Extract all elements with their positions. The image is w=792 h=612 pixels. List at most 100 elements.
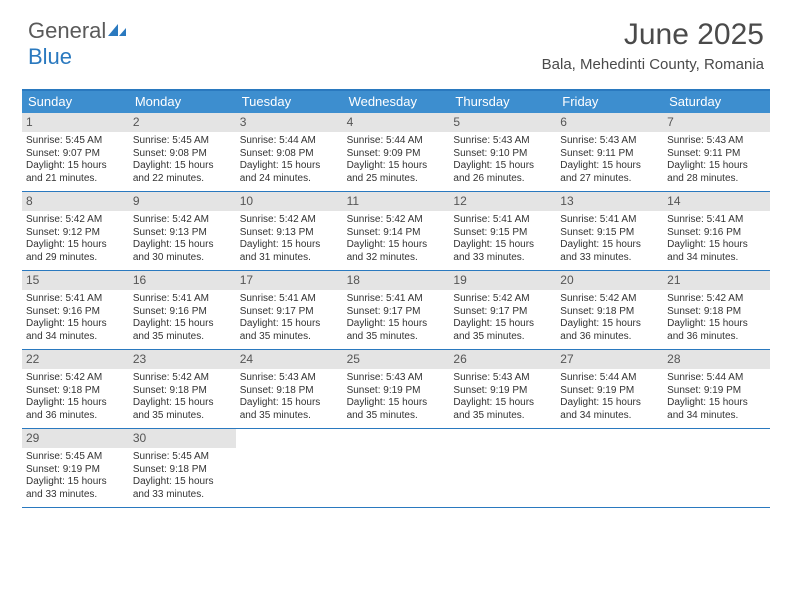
sunset-line: Sunset: 9:16 PM bbox=[133, 306, 232, 319]
sunset-line: Sunset: 9:19 PM bbox=[560, 385, 659, 398]
sunset-line: Sunset: 9:13 PM bbox=[133, 227, 232, 240]
daylight-line: Daylight: 15 hours and 35 minutes. bbox=[133, 397, 232, 422]
day-number: 28 bbox=[663, 350, 770, 369]
sunrise-line: Sunrise: 5:45 AM bbox=[26, 451, 125, 464]
day-number: 24 bbox=[236, 350, 343, 369]
day-cell: 10Sunrise: 5:42 AMSunset: 9:13 PMDayligh… bbox=[236, 192, 343, 270]
day-cell: 7Sunrise: 5:43 AMSunset: 9:11 PMDaylight… bbox=[663, 113, 770, 191]
sunset-line: Sunset: 9:08 PM bbox=[240, 148, 339, 161]
day-cell: 25Sunrise: 5:43 AMSunset: 9:19 PMDayligh… bbox=[343, 350, 450, 428]
weekday-header: Tuesday bbox=[236, 91, 343, 113]
sunset-line: Sunset: 9:10 PM bbox=[453, 148, 552, 161]
day-number: 26 bbox=[449, 350, 556, 369]
daylight-line: Daylight: 15 hours and 24 minutes. bbox=[240, 160, 339, 185]
sunset-line: Sunset: 9:19 PM bbox=[453, 385, 552, 398]
daylight-line: Daylight: 15 hours and 36 minutes. bbox=[667, 318, 766, 343]
daylight-line: Daylight: 15 hours and 27 minutes. bbox=[560, 160, 659, 185]
day-cell: 21Sunrise: 5:42 AMSunset: 9:18 PMDayligh… bbox=[663, 271, 770, 349]
day-number: 21 bbox=[663, 271, 770, 290]
sunrise-line: Sunrise: 5:42 AM bbox=[26, 214, 125, 227]
daylight-line: Daylight: 15 hours and 34 minutes. bbox=[560, 397, 659, 422]
daylight-line: Daylight: 15 hours and 22 minutes. bbox=[133, 160, 232, 185]
day-number: 10 bbox=[236, 192, 343, 211]
weekday-header: Saturday bbox=[663, 91, 770, 113]
day-number: 30 bbox=[129, 429, 236, 448]
day-cell bbox=[343, 429, 450, 507]
day-number: 1 bbox=[22, 113, 129, 132]
logo-word-a: General bbox=[28, 18, 106, 43]
sunrise-line: Sunrise: 5:41 AM bbox=[133, 293, 232, 306]
sunrise-line: Sunrise: 5:42 AM bbox=[347, 214, 446, 227]
day-cell: 23Sunrise: 5:42 AMSunset: 9:18 PMDayligh… bbox=[129, 350, 236, 428]
sunset-line: Sunset: 9:11 PM bbox=[560, 148, 659, 161]
day-number: 3 bbox=[236, 113, 343, 132]
day-cell: 13Sunrise: 5:41 AMSunset: 9:15 PMDayligh… bbox=[556, 192, 663, 270]
sunset-line: Sunset: 9:14 PM bbox=[347, 227, 446, 240]
daylight-line: Daylight: 15 hours and 34 minutes. bbox=[667, 397, 766, 422]
sunrise-line: Sunrise: 5:41 AM bbox=[240, 293, 339, 306]
sunrise-line: Sunrise: 5:43 AM bbox=[453, 135, 552, 148]
sunrise-line: Sunrise: 5:43 AM bbox=[667, 135, 766, 148]
daylight-line: Daylight: 15 hours and 28 minutes. bbox=[667, 160, 766, 185]
sunrise-line: Sunrise: 5:42 AM bbox=[133, 214, 232, 227]
day-cell: 17Sunrise: 5:41 AMSunset: 9:17 PMDayligh… bbox=[236, 271, 343, 349]
header: General Blue June 2025 Bala, Mehedinti C… bbox=[0, 0, 792, 79]
sunset-line: Sunset: 9:13 PM bbox=[240, 227, 339, 240]
day-cell: 24Sunrise: 5:43 AMSunset: 9:18 PMDayligh… bbox=[236, 350, 343, 428]
sunset-line: Sunset: 9:09 PM bbox=[347, 148, 446, 161]
daylight-line: Daylight: 15 hours and 35 minutes. bbox=[347, 397, 446, 422]
day-cell: 18Sunrise: 5:41 AMSunset: 9:17 PMDayligh… bbox=[343, 271, 450, 349]
sunset-line: Sunset: 9:19 PM bbox=[26, 464, 125, 477]
day-number: 2 bbox=[129, 113, 236, 132]
sunset-line: Sunset: 9:08 PM bbox=[133, 148, 232, 161]
logo-word-b: Blue bbox=[28, 44, 72, 69]
daylight-line: Daylight: 15 hours and 35 minutes. bbox=[240, 397, 339, 422]
sunset-line: Sunset: 9:18 PM bbox=[560, 306, 659, 319]
title-block: June 2025 Bala, Mehedinti County, Romani… bbox=[542, 18, 764, 73]
weekday-header: Monday bbox=[129, 91, 236, 113]
day-cell: 14Sunrise: 5:41 AMSunset: 9:16 PMDayligh… bbox=[663, 192, 770, 270]
week-row: 29Sunrise: 5:45 AMSunset: 9:19 PMDayligh… bbox=[22, 429, 770, 508]
day-cell: 26 Sunrise: 5:43 AMSunset: 9:19 PMDayligh… bbox=[449, 350, 556, 428]
day-number: 16 bbox=[129, 271, 236, 290]
week-row: 22Sunrise: 5:42 AMSunset: 9:18 PMDayligh… bbox=[22, 350, 770, 429]
day-number: 9 bbox=[129, 192, 236, 211]
calendar: SundayMondayTuesdayWednesdayThursdayFrid… bbox=[22, 89, 770, 508]
sunrise-line: Sunrise: 5:45 AM bbox=[133, 135, 232, 148]
sunrise-line: Sunrise: 5:42 AM bbox=[560, 293, 659, 306]
sunrise-line: Sunrise: 5:43 AM bbox=[560, 135, 659, 148]
day-cell bbox=[449, 429, 556, 507]
day-cell: 8Sunrise: 5:42 AMSunset: 9:12 PMDaylight… bbox=[22, 192, 129, 270]
day-cell: 3Sunrise: 5:44 AMSunset: 9:08 PMDaylight… bbox=[236, 113, 343, 191]
sunrise-line: Sunrise: 5:42 AM bbox=[667, 293, 766, 306]
day-number: 17 bbox=[236, 271, 343, 290]
day-cell: 20Sunrise: 5:42 AMSunset: 9:18 PMDayligh… bbox=[556, 271, 663, 349]
daylight-line: Daylight: 15 hours and 36 minutes. bbox=[560, 318, 659, 343]
day-number: 15 bbox=[22, 271, 129, 290]
daylight-line: Daylight: 15 hours and 26 minutes. bbox=[453, 160, 552, 185]
day-cell bbox=[556, 429, 663, 507]
logo-text: General Blue bbox=[28, 18, 128, 70]
day-cell: 4Sunrise: 5:44 AMSunset: 9:09 PMDaylight… bbox=[343, 113, 450, 191]
day-cell bbox=[236, 429, 343, 507]
sunrise-line: Sunrise: 5:42 AM bbox=[453, 293, 552, 306]
sunset-line: Sunset: 9:17 PM bbox=[347, 306, 446, 319]
sunrise-line: Sunrise: 5:41 AM bbox=[453, 214, 552, 227]
sunset-line: Sunset: 9:18 PM bbox=[26, 385, 125, 398]
weekday-header: Sunday bbox=[22, 91, 129, 113]
weekday-header: Wednesday bbox=[343, 91, 450, 113]
sunset-line: Sunset: 9:16 PM bbox=[667, 227, 766, 240]
day-cell: 28Sunrise: 5:44 AMSunset: 9:19 PMDayligh… bbox=[663, 350, 770, 428]
day-cell: 1Sunrise: 5:45 AMSunset: 9:07 PMDaylight… bbox=[22, 113, 129, 191]
weekday-header-row: SundayMondayTuesdayWednesdayThursdayFrid… bbox=[22, 91, 770, 113]
day-number: 8 bbox=[22, 192, 129, 211]
daylight-line: Daylight: 15 hours and 35 minutes. bbox=[133, 318, 232, 343]
sunset-line: Sunset: 9:15 PM bbox=[453, 227, 552, 240]
week-row: 8Sunrise: 5:42 AMSunset: 9:12 PMDaylight… bbox=[22, 192, 770, 271]
day-cell: 12Sunrise: 5:41 AMSunset: 9:15 PMDayligh… bbox=[449, 192, 556, 270]
sunrise-line: Sunrise: 5:43 AM bbox=[347, 372, 446, 385]
sunrise-line: Sunrise: 5:45 AM bbox=[133, 451, 232, 464]
daylight-line: Daylight: 15 hours and 35 minutes. bbox=[453, 397, 552, 422]
sunrise-line: Sunrise: 5:44 AM bbox=[667, 372, 766, 385]
sunrise-line: Sunrise: 5:43 AM bbox=[453, 372, 552, 385]
